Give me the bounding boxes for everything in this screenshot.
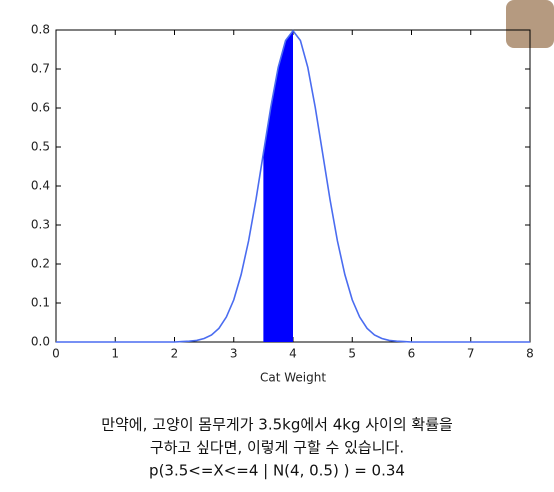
x-tick-label: 4 — [289, 347, 297, 361]
x-tick-label: 1 — [111, 347, 119, 361]
x-tick-label: 5 — [348, 347, 356, 361]
shaded-area — [263, 30, 293, 343]
y-tick-label: 0.3 — [31, 218, 50, 232]
x-tick-label: 3 — [230, 347, 238, 361]
y-tick-label: 0.4 — [31, 179, 50, 193]
x-tick-label: 8 — [526, 347, 534, 361]
y-tick-label: 0.7 — [31, 62, 50, 76]
y-tick-label: 0.2 — [31, 257, 50, 271]
caption: p(3.5<=X<=4 | N(4, 0.5) ) = 0.34 — [149, 462, 405, 480]
caption: 만약에, 고양이 몸무게가 3.5kg에서 4kg 사이의 확률을 — [101, 416, 453, 434]
caption: 구하고 싶다면, 이렇게 구할 수 있습니다. — [150, 439, 404, 457]
y-tick-label: 0.0 — [31, 335, 50, 349]
x-axis-label: Cat Weight — [260, 371, 326, 385]
x-tick-label: 0 — [52, 347, 60, 361]
y-tick-label: 0.6 — [31, 101, 50, 115]
x-tick-label: 7 — [467, 347, 475, 361]
y-tick-label: 0.1 — [31, 296, 50, 310]
density-line — [56, 29, 530, 343]
y-tick-label: 0.8 — [31, 23, 50, 37]
x-tick-label: 2 — [171, 347, 179, 361]
x-tick-label: 6 — [408, 347, 416, 361]
y-tick-label: 0.5 — [31, 140, 50, 154]
webcam-thumbnail — [506, 0, 554, 48]
